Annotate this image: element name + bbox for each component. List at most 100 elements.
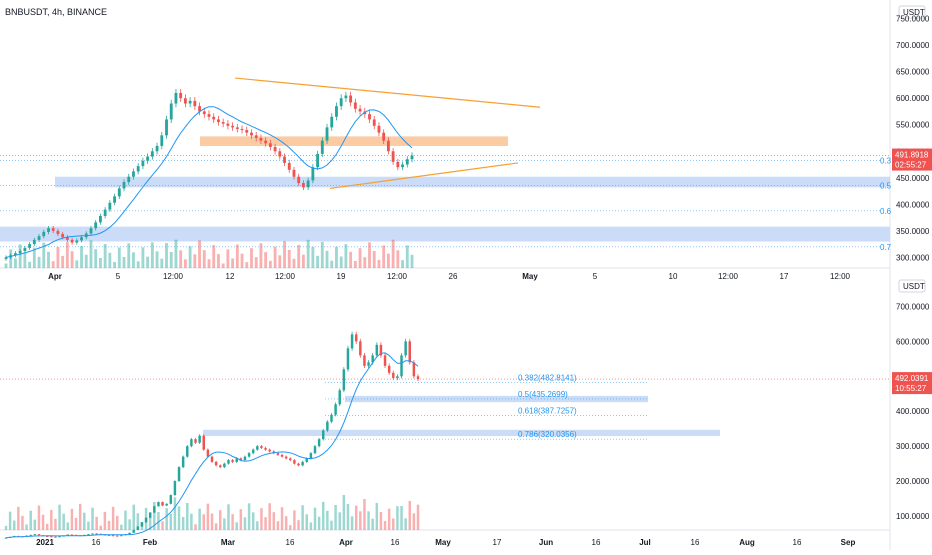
pane-4h-y-tick: 700.0000 — [896, 41, 930, 50]
pane-1d-candle-body — [326, 421, 329, 431]
pane-1d-volume-bar — [157, 512, 160, 530]
pane-4h-candle-body — [410, 155, 414, 160]
pane-1d-candle-body — [338, 390, 341, 405]
pane-4h-volume-bar — [75, 260, 79, 268]
pane-4h-volume-bar — [179, 250, 183, 268]
pane-1d-volume-bar — [99, 525, 102, 530]
pane-1d-candle-body — [4, 537, 8, 539]
pane-1d-y-tick: 400.0000 — [896, 407, 930, 416]
pane-1d-volume-bar — [132, 504, 135, 530]
pane-1d-candle-body — [223, 463, 226, 468]
pane-1d-fib-label: 0.618(387.7257) — [518, 407, 577, 416]
pane-1d-candle-body — [165, 503, 168, 506]
pane-4h-volume-bar — [141, 247, 145, 268]
pane-1d-volume-bar — [83, 512, 86, 530]
pane-1d-volume-bar — [289, 525, 292, 530]
pane-1d-volume-bar — [392, 518, 395, 530]
pane-4h-candle-body — [117, 188, 121, 197]
pane-1d-volume-bar — [416, 504, 420, 530]
pane-4h-volume-bar — [56, 247, 60, 268]
pane-1d-candle-body — [107, 534, 111, 536]
pane-1d-volume-bar — [37, 505, 41, 530]
pane-4h-candle-body — [122, 182, 126, 189]
pane-4h-volume-bar — [202, 250, 206, 268]
pane-4h-candle-body — [297, 176, 301, 184]
pane-4h-volume-bar — [113, 262, 116, 268]
pane-1d-candle-body — [132, 530, 135, 533]
pane-1d-volume-bar — [202, 514, 205, 530]
pane-1d-x-tick: 17 — [493, 538, 502, 547]
pane-1d-volume-bar — [293, 510, 296, 530]
pane-4h-volume-bar — [245, 262, 249, 268]
pane-1d-x-tick: Feb — [143, 538, 157, 547]
pane-1d-candle-body — [177, 467, 181, 482]
pane-1d-volume-bar — [194, 524, 197, 530]
pane-1d-candle-body — [400, 355, 403, 377]
pane-4h-candle-body — [80, 237, 83, 241]
pane-4h-candle-body — [349, 95, 353, 103]
pane-4h-y-tick: 400.0000 — [896, 200, 930, 209]
pane-1d-volume-bar — [78, 503, 82, 530]
pane-1d-candle-body — [256, 446, 259, 450]
pane-4h-volume-bar — [80, 246, 83, 268]
pane-4h-volume-bar — [18, 244, 22, 268]
pane-4h-candle-body — [103, 209, 107, 216]
pane-4h-candle-body — [56, 230, 60, 235]
pane-4h-volume-bar — [23, 253, 27, 268]
pane-4h-candle-body — [89, 228, 93, 234]
pane-1d-volume-bar — [116, 515, 119, 530]
pane-4h-x-tick: Apr — [48, 272, 62, 281]
pane-4h-candle-body — [183, 98, 187, 104]
pane-1d-candle-body — [91, 533, 94, 535]
pane-1d-candle-body — [289, 458, 292, 461]
pane-1d-volume-bar — [4, 525, 8, 530]
pane-4h-volume-bar — [122, 257, 126, 268]
pane-4h-candle-body — [396, 161, 400, 168]
pane-1d-x-tick: 16 — [793, 538, 802, 547]
pane-1d-candle-body — [181, 456, 185, 468]
pane-1d-volume-bar — [379, 512, 383, 530]
pane-1d-volume-bar — [45, 523, 49, 530]
pane-4h-volume-bar — [368, 242, 371, 268]
pane-1d-candle-body — [350, 334, 354, 349]
pane-4h-volume-bar — [382, 245, 386, 268]
pane-4h-candle-body — [250, 132, 253, 136]
pane-1d-volume-bar — [251, 512, 255, 530]
pane-1d-volume-bar — [70, 508, 74, 530]
pane-1d-volume-bar — [128, 519, 131, 530]
pane-1d-candle-body — [239, 458, 243, 461]
pane-1d-volume-bar — [58, 504, 61, 530]
pane-4h-y-tick: 300.0000 — [896, 253, 930, 262]
pane-1d-candle-body — [284, 456, 288, 459]
pane-4h-fib-label: 0.3 — [880, 156, 892, 165]
pane-1d-volume-bar — [210, 513, 214, 530]
pane-1d-volume-bar — [346, 504, 350, 530]
pane-1d-candle-body — [387, 365, 391, 373]
pane-4h-candle-body — [311, 167, 315, 181]
pane-1d-candle-body — [116, 535, 119, 537]
pane-4h-candle-body — [245, 130, 249, 133]
pane-1d-volume-bar — [284, 516, 288, 530]
pane-4h-x-tick: 12:00 — [830, 272, 851, 281]
pane-4h-volume-bar — [353, 261, 357, 268]
pane-1d-fib-label: 0.382(482.8141) — [518, 373, 577, 382]
pane-4h-currency-label: USDT — [903, 8, 925, 17]
pane-1d-candle-body — [342, 369, 346, 391]
pane-4h-volume-bar — [132, 252, 135, 268]
pane-4h-x-tick: 12 — [226, 272, 235, 281]
pane-1d-volume-bar — [50, 509, 53, 530]
pane-4h-candle-body — [18, 251, 22, 254]
pane-4h-fib-label: 0.7 — [880, 243, 892, 252]
pane-4h-trendline-lower — [329, 162, 519, 190]
pane-1d-x-tick: Aug — [739, 538, 755, 547]
pane-1d-volume-bar — [268, 503, 271, 530]
pane-4h-volume-bar — [183, 259, 187, 268]
pane-4h-candle-body — [51, 228, 55, 231]
pane-1d-volume-bar — [17, 506, 20, 530]
pane-1d-moving-average — [5, 352, 419, 539]
pane-1d-x-tick: 16 — [92, 538, 101, 547]
pane-4h-candle-body — [283, 156, 286, 163]
pane-4h-volume-bar — [401, 260, 404, 268]
pane-4h-candle-body — [207, 114, 211, 117]
pane-4h-volume-bar — [358, 248, 362, 268]
